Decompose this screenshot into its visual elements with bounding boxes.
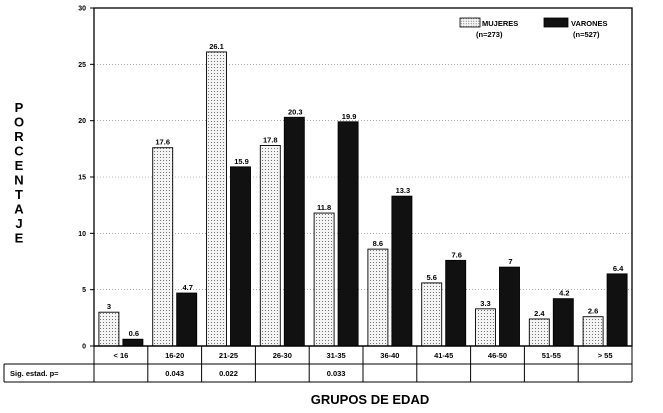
data-label: 6.4 (613, 264, 624, 273)
bar-mujeres (528, 318, 550, 347)
category-label: 26-30 (273, 351, 292, 360)
y-axis-title-letter: T (15, 187, 23, 202)
legend: MUJERES (n=273) VARONES (n=527) (459, 17, 608, 39)
data-label: 17.8 (263, 135, 278, 144)
data-label: 5.6 (426, 273, 436, 282)
data-label: 7 (508, 257, 512, 266)
data-label: 4.2 (559, 289, 569, 298)
y-tick-label: 15 (78, 175, 86, 182)
bar-mujeres (367, 248, 389, 347)
data-label: 4.7 (182, 283, 192, 292)
bar-mujeres (152, 147, 174, 347)
bars (98, 51, 628, 347)
legend-n-varones: (n=527) (573, 30, 600, 39)
data-label: 11.8 (317, 203, 331, 212)
data-label: 3.3 (480, 299, 490, 308)
category-label: 36-40 (380, 351, 399, 360)
bar-varones (337, 121, 359, 347)
bar-varones (552, 298, 574, 347)
category-label: 51-55 (542, 351, 561, 360)
bar-mujeres (582, 316, 604, 347)
bar-varones (445, 259, 467, 347)
category-label: < 16 (113, 351, 128, 360)
bar-mujeres (313, 212, 335, 347)
category-table: < 16 16-20 0.043 21-25 0.022 26-30 31-35 0.033 3… (3, 345, 633, 383)
data-label: 13.3 (396, 186, 411, 195)
bar-mujeres (206, 51, 227, 347)
y-axis-title-letter: O (14, 115, 24, 130)
sig-value: 0.043 (165, 369, 184, 378)
y-tick-label: 30 (78, 6, 86, 13)
y-axis-title-letter: P (15, 100, 24, 115)
bar-varones (499, 266, 520, 347)
y-tick-label: 5 (82, 287, 86, 294)
y-axis-title-letter: R (14, 129, 24, 144)
data-label: 8.6 (373, 239, 383, 248)
legend-label-varones: VARONES (571, 19, 608, 28)
legend-n-mujeres: (n=273) (476, 30, 503, 39)
bar-varones (283, 116, 305, 347)
y-axis-title-letter: E (15, 231, 24, 246)
bar-mujeres (421, 282, 443, 347)
bar-varones (122, 338, 144, 347)
data-label: 15.9 (234, 157, 249, 166)
y-tick-label: 0 (82, 344, 86, 351)
sig-value: 0.022 (219, 369, 238, 378)
y-tick-label: 10 (78, 231, 86, 238)
legend-swatch-varones (543, 17, 569, 28)
y-axis-title-letter: J (15, 216, 22, 231)
data-label: 7.6 (451, 250, 461, 259)
category-label: 31-35 (327, 351, 346, 360)
y-axis-title-letter: N (14, 173, 23, 188)
data-label: 0.6 (129, 329, 139, 338)
y-axis-title-letter: E (15, 158, 24, 173)
bar-mujeres (259, 145, 281, 347)
category-label: 16-20 (165, 351, 184, 360)
x-axis-title: GRUPOS DE EDAD (311, 392, 429, 407)
data-label: 3 (107, 302, 111, 311)
legend-label-mujeres: MUJERES (482, 19, 518, 28)
plot-frame (93, 7, 633, 347)
bar-varones (230, 166, 251, 347)
data-label: 20.3 (288, 107, 303, 116)
y-tick-label: 25 (78, 62, 86, 69)
y-axis-title-letter: A (14, 202, 24, 217)
data-label: 2.6 (588, 307, 598, 316)
y-tick-label: 20 (78, 118, 86, 125)
data-label: 2.4 (534, 309, 545, 318)
bar-varones (391, 195, 413, 347)
data-labels: 3 0.6 17.6 4.7 26.1 15.9 17.8 20.3 11.8 19.9 8.6 13… (107, 42, 624, 338)
category-label: 46-50 (488, 351, 507, 360)
legend-swatch-mujeres (459, 17, 481, 28)
data-label: 19.9 (342, 112, 357, 121)
data-label: 17.6 (155, 138, 170, 147)
bar-mujeres (475, 308, 496, 347)
category-label: > 55 (598, 351, 613, 360)
data-label: 26.1 (209, 42, 224, 51)
bar-varones (606, 273, 628, 347)
y-axis-title-letter: C (14, 144, 24, 159)
category-label: 41-45 (434, 351, 453, 360)
y-axis-ticks: 0 5 10 15 20 25 30 (78, 6, 94, 351)
bar-mujeres (98, 311, 120, 347)
sig-row-label: Sig. estad. p= (10, 369, 59, 378)
sig-value: 0.033 (327, 369, 346, 378)
bar-varones (176, 292, 198, 347)
category-label: 21-25 (219, 351, 238, 360)
grid-lines (94, 64, 632, 290)
